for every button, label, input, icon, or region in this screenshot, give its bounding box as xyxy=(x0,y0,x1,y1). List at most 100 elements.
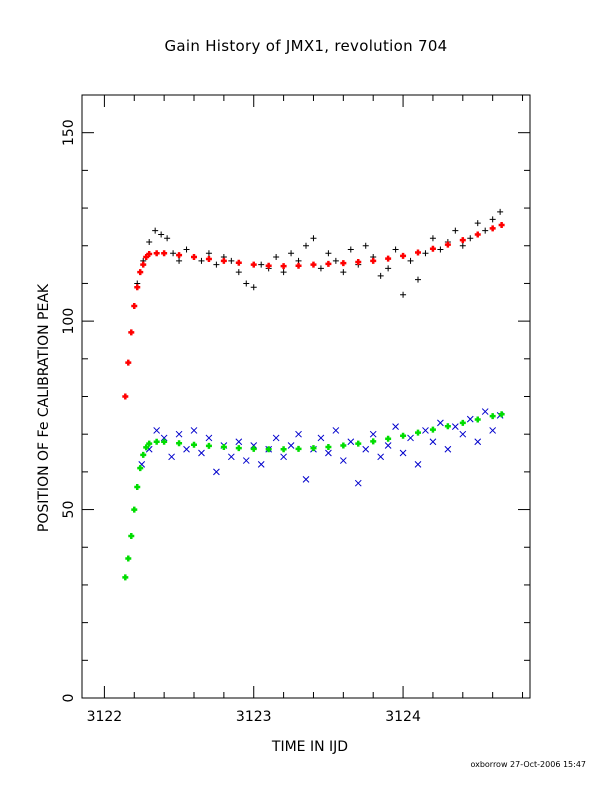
data-point xyxy=(467,235,474,242)
data-point xyxy=(122,574,129,581)
data-point xyxy=(146,238,153,245)
data-point xyxy=(415,429,421,436)
data-point xyxy=(176,252,183,259)
data-point xyxy=(489,413,496,420)
axis-ticks xyxy=(82,94,530,699)
data-point xyxy=(384,442,392,449)
data-point xyxy=(489,225,496,232)
data-point xyxy=(168,453,175,461)
data-point xyxy=(190,427,198,434)
data-point xyxy=(131,506,138,513)
data-point xyxy=(339,457,347,464)
data-point xyxy=(474,220,481,227)
data-point xyxy=(250,442,258,449)
data-point xyxy=(444,423,451,430)
data-point xyxy=(355,440,362,447)
data-point xyxy=(158,231,165,238)
data-point xyxy=(400,291,407,298)
y-tick-label: 100 xyxy=(61,308,77,335)
data-point xyxy=(407,434,414,442)
data-point xyxy=(362,242,369,249)
data-point xyxy=(213,468,220,476)
x-tick-label: 3124 xyxy=(385,709,421,725)
data-point xyxy=(325,250,332,257)
data-point xyxy=(370,257,377,264)
data-point xyxy=(385,265,392,272)
data-point xyxy=(134,483,141,490)
data-point xyxy=(474,438,482,446)
data-point xyxy=(213,261,220,268)
data-point xyxy=(243,280,250,287)
data-point xyxy=(466,415,474,423)
data-point xyxy=(400,432,407,439)
footer-credit: oxborrow 27-Oct-2006 15:47 xyxy=(470,760,586,769)
data-point xyxy=(140,261,147,268)
data-point xyxy=(280,446,287,453)
data-point xyxy=(302,476,310,483)
data-point xyxy=(429,235,436,242)
data-point xyxy=(325,449,332,457)
data-point xyxy=(257,460,265,468)
data-point xyxy=(128,532,135,539)
plot-frame xyxy=(81,94,531,699)
data-point xyxy=(325,444,332,451)
data-point xyxy=(191,441,197,448)
data-point xyxy=(176,257,183,264)
data-point xyxy=(310,261,317,268)
data-point xyxy=(370,438,377,445)
data-point xyxy=(392,423,399,431)
data-point xyxy=(377,453,385,461)
data-point xyxy=(143,444,150,451)
data-point xyxy=(265,446,272,453)
data-point xyxy=(429,245,436,252)
data-point xyxy=(310,235,317,242)
data-point xyxy=(317,434,325,442)
data-point xyxy=(137,269,144,276)
data-point xyxy=(280,263,287,270)
data-point xyxy=(198,449,205,457)
data-point xyxy=(235,259,242,266)
data-point xyxy=(377,272,384,279)
data-point xyxy=(235,438,243,446)
data-point xyxy=(242,457,250,464)
data-point xyxy=(153,438,160,445)
data-point xyxy=(125,555,132,562)
data-point xyxy=(347,246,354,253)
data-point xyxy=(362,445,370,453)
data-point xyxy=(198,257,205,264)
data-point xyxy=(429,438,437,446)
data-point xyxy=(498,411,505,418)
data-point xyxy=(137,465,144,472)
data-point xyxy=(176,440,183,447)
data-point xyxy=(303,242,309,249)
data-point xyxy=(287,442,295,449)
data-point xyxy=(415,276,421,283)
data-point xyxy=(481,408,489,415)
data-point xyxy=(369,430,377,438)
data-point xyxy=(407,257,414,264)
data-point xyxy=(332,427,340,434)
y-tick-label: 150 xyxy=(61,119,77,146)
data-marks xyxy=(122,208,505,581)
data-point xyxy=(220,257,227,264)
x-tick-label: 3123 xyxy=(236,709,272,725)
data-point xyxy=(474,416,481,423)
data-point xyxy=(340,269,347,276)
y-axis-label: POSITION OF Fe CALIBRATION PEAK xyxy=(36,283,52,533)
data-point xyxy=(414,460,422,468)
data-point xyxy=(250,261,257,268)
data-point xyxy=(265,262,272,269)
data-point xyxy=(459,237,466,244)
data-point xyxy=(392,246,399,253)
data-point xyxy=(385,255,392,262)
data-point xyxy=(146,440,153,447)
data-point xyxy=(205,442,212,449)
data-point xyxy=(310,445,317,452)
data-point xyxy=(153,250,160,257)
data-point xyxy=(235,445,242,452)
data-point xyxy=(444,445,452,453)
series-0 xyxy=(134,208,504,298)
data-point xyxy=(140,451,147,458)
data-point xyxy=(355,258,362,265)
